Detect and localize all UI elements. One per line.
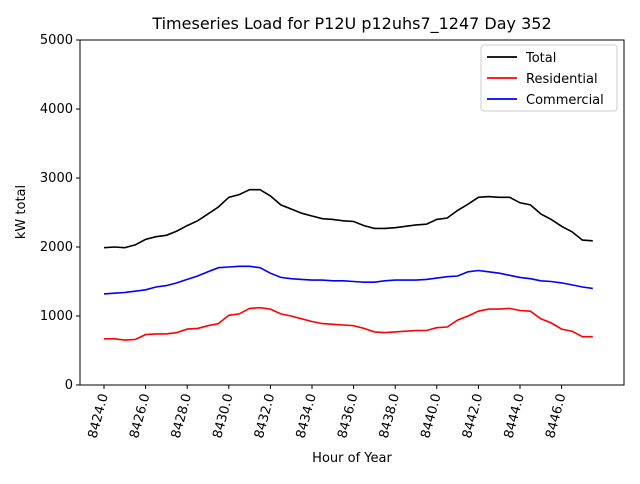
x-tick-label: 8438.0 — [377, 392, 403, 440]
x-tick-label: 8446.0 — [543, 392, 569, 440]
y-tick-label: 1000 — [40, 309, 73, 324]
y-tick-label: 2000 — [40, 240, 73, 255]
x-tick-label: 8440.0 — [418, 392, 444, 440]
legend-label-residential: Residential — [526, 72, 598, 87]
x-tick-label: 8444.0 — [502, 392, 528, 440]
x-tick-label: 8424.0 — [86, 392, 112, 440]
y-tick-label: 5000 — [40, 33, 73, 48]
series-line-total — [103, 188, 593, 249]
chart-title: Timeseries Load for P12U p12uhs7_1247 Da… — [151, 14, 551, 34]
x-tick-label: 8434.0 — [294, 392, 320, 440]
y-tick-label: 4000 — [40, 102, 73, 117]
series-line-commercial — [103, 265, 593, 295]
plot-frame — [79, 39, 625, 386]
x-tick-label: 8426.0 — [127, 392, 153, 440]
legend-label-total: Total — [525, 51, 556, 66]
x-tick-label: 8428.0 — [169, 392, 195, 440]
x-tick-label: 8442.0 — [460, 392, 486, 440]
legend-label-commercial: Commercial — [526, 93, 604, 108]
x-tick-label: 8436.0 — [335, 392, 361, 440]
x-axis-label: Hour of Year — [312, 451, 392, 466]
series-line-residential — [104, 306, 593, 341]
x-tick-label: 8430.0 — [210, 392, 236, 440]
y-tick-label: 3000 — [40, 171, 73, 186]
y-tick-label: 0 — [65, 378, 73, 393]
legend: Total Residential Commercial — [480, 44, 618, 112]
legend-box — [480, 44, 618, 112]
y-axis-label: kW total — [14, 185, 29, 239]
x-tick-label: 8432.0 — [252, 392, 278, 440]
